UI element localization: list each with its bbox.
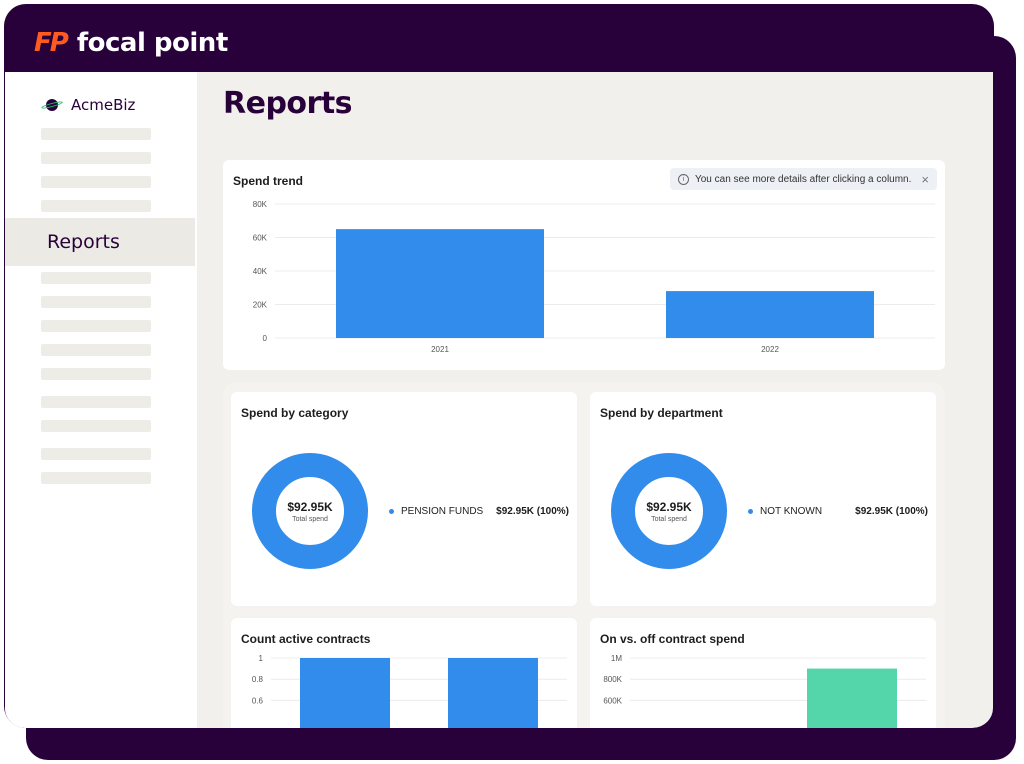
fp-logo-mark: FP xyxy=(34,28,69,58)
sidebar-item-placeholder[interactable] xyxy=(41,448,151,460)
sidebar-item-placeholder[interactable] xyxy=(41,152,151,164)
x-tick-label: 2021 xyxy=(431,345,449,354)
bar[interactable] xyxy=(448,658,538,728)
pie-slice[interactable] xyxy=(611,453,727,569)
legend-label: PENSION FUNDS xyxy=(401,506,484,517)
legend-dot-icon xyxy=(389,509,394,514)
x-tick-label: 2022 xyxy=(761,345,779,354)
donut-chart[interactable]: $92.95K Total spend xyxy=(610,452,728,570)
count-active-contracts-chart[interactable]: 0.6 0.8 1 xyxy=(231,618,577,728)
sidebar-item-placeholder[interactable] xyxy=(41,344,151,356)
card-title: Spend trend xyxy=(233,174,304,188)
spend-trend-card: Spend trend i You can see more details a… xyxy=(223,160,945,370)
spend-by-department-card: Spend by department $92.95K Total spend … xyxy=(590,392,936,606)
y-tick-label: 80K xyxy=(253,200,268,209)
card-title: Spend by department xyxy=(600,406,723,420)
bar[interactable] xyxy=(666,291,874,338)
donut-total-value: $92.95K xyxy=(646,499,692,514)
sidebar-item-placeholder[interactable] xyxy=(41,128,151,140)
donut-svg xyxy=(252,453,368,569)
y-tick-label: 0 xyxy=(263,334,268,343)
spend-trend-chart[interactable]: 0 20K 40K 60K 80K 2021 2022 xyxy=(223,160,945,370)
sidebar: AcmeBiz Reports xyxy=(5,72,197,728)
pie-slice[interactable] xyxy=(252,453,368,569)
sidebar-item-label: Reports xyxy=(47,231,120,253)
y-tick-label: 600K xyxy=(603,696,622,705)
legend-value: $92.95K (100%) xyxy=(496,506,569,517)
legend-dot-icon xyxy=(748,509,753,514)
donut-total-value: $92.95K xyxy=(287,499,333,514)
sidebar-item-placeholder[interactable] xyxy=(41,472,151,484)
donut-total-label: Total spend xyxy=(651,515,687,523)
card-title: On vs. off contract spend xyxy=(600,632,745,646)
bar[interactable] xyxy=(300,658,390,728)
brand-name: focal point xyxy=(76,28,228,58)
brand-logo: FP focal point xyxy=(30,28,228,58)
org-name: AcmeBiz xyxy=(71,96,136,114)
y-tick-label: 60K xyxy=(253,234,268,243)
legend-label: NOT KNOWN xyxy=(760,506,823,517)
y-tick-label: 0.6 xyxy=(252,696,264,705)
sidebar-item-placeholder[interactable] xyxy=(41,396,151,408)
spend-by-category-card: Spend by category $92.95K Total spend PE… xyxy=(231,392,577,606)
bar[interactable] xyxy=(807,668,897,728)
legend-item[interactable]: NOT KNOWN $92.95K (100%) xyxy=(748,506,928,517)
y-tick-label: 20K xyxy=(253,301,268,310)
app-frame: FP focal point AcmeBiz Reports Reports xyxy=(4,4,994,728)
sidebar-item-placeholder[interactable] xyxy=(41,200,151,212)
sidebar-item-placeholder[interactable] xyxy=(41,368,151,380)
on-off-contract-chart[interactable]: 600K 800K 1M xyxy=(590,618,936,728)
info-icon: i xyxy=(677,173,689,185)
tip-banner: i You can see more details after clickin… xyxy=(669,168,937,190)
on-off-contract-card: On vs. off contract spend 600K 800K 1M xyxy=(590,618,936,728)
tip-text: You can see more details after clicking … xyxy=(694,173,912,185)
legend-item[interactable]: PENSION FUNDS $92.95K (100%) xyxy=(389,506,569,517)
y-tick-label: 800K xyxy=(603,675,622,684)
donut-svg xyxy=(611,453,727,569)
donut-total-label: Total spend xyxy=(292,515,328,523)
sidebar-item-placeholder[interactable] xyxy=(41,320,151,332)
org-switcher[interactable]: AcmeBiz xyxy=(40,96,136,114)
legend-value: $92.95K (100%) xyxy=(855,506,928,517)
bar[interactable] xyxy=(336,229,544,338)
sidebar-item-placeholder[interactable] xyxy=(41,176,151,188)
charts-group: Spend by category $92.95K Total spend PE… xyxy=(223,382,945,728)
donut-chart[interactable]: $92.95K Total spend xyxy=(251,452,369,570)
card-title: Count active contracts xyxy=(241,632,371,646)
page-title: Reports xyxy=(223,86,353,121)
y-tick-label: 1 xyxy=(259,654,264,663)
card-title: Spend by category xyxy=(241,406,349,420)
sidebar-item-placeholder[interactable] xyxy=(41,420,151,432)
y-tick-label: 40K xyxy=(253,267,268,276)
count-active-contracts-card: Count active contracts 0.6 0.8 1 xyxy=(231,618,577,728)
planet-icon xyxy=(40,97,64,113)
sidebar-item-reports[interactable]: Reports xyxy=(5,218,195,266)
app-window: AcmeBiz Reports Reports Spend trend i xyxy=(5,72,993,728)
sidebar-item-placeholder[interactable] xyxy=(41,272,151,284)
y-tick-label: 0.8 xyxy=(252,675,264,684)
close-icon[interactable]: × xyxy=(921,171,929,187)
y-tick-label: 1M xyxy=(611,654,622,663)
sidebar-item-placeholder[interactable] xyxy=(41,296,151,308)
main-content: Reports Spend trend i You can see more d… xyxy=(197,72,993,728)
